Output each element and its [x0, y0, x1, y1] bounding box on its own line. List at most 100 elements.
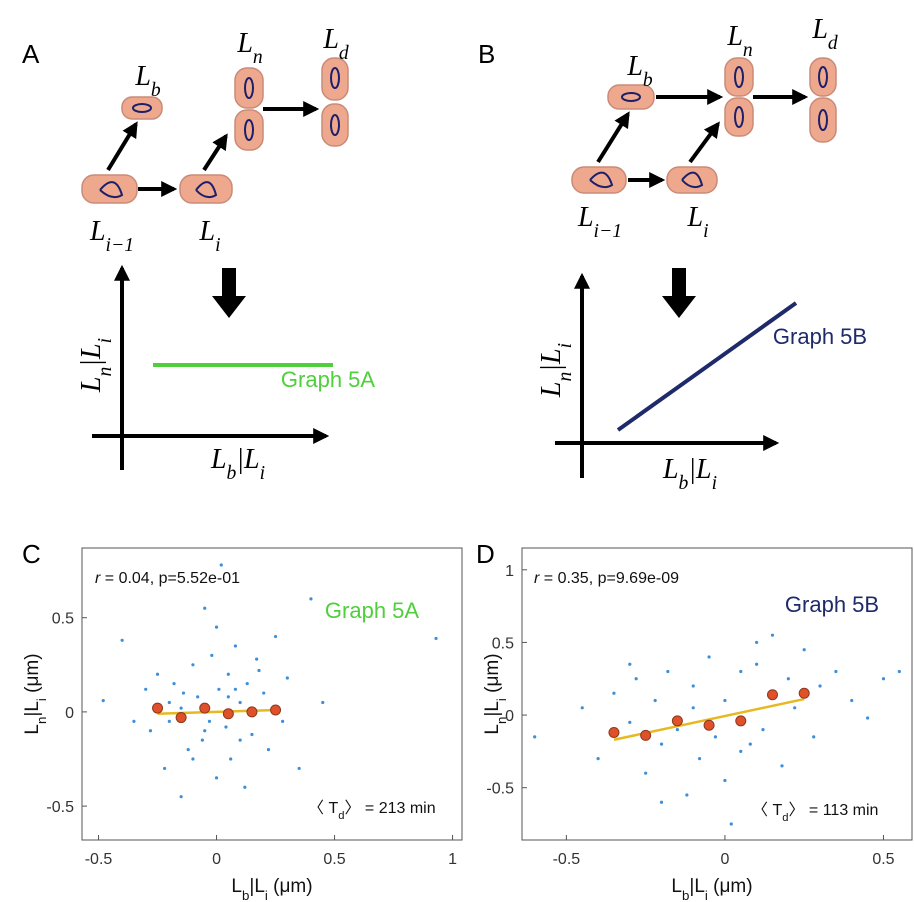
data-point: [729, 822, 733, 826]
data-point: [321, 700, 325, 705]
data-point: [224, 725, 228, 729]
axis-label-y: Ln|Li: [536, 343, 576, 398]
data-point: [226, 695, 230, 699]
label-li-1-part: L: [89, 216, 106, 247]
data-point: [226, 672, 230, 676]
stat-annotation: r = 0.04, p=5.52e-01: [95, 570, 240, 587]
x-axis-label-part: (μm): [708, 876, 753, 897]
label-ln: Ln: [236, 28, 262, 68]
label-li: Li: [686, 202, 708, 242]
axis-label-x-part: i: [712, 473, 717, 494]
data-point: [245, 682, 249, 686]
binned-mean: [152, 702, 164, 714]
data-point: [685, 793, 689, 797]
label-ln-part: L: [236, 28, 253, 59]
data-point: [850, 698, 854, 703]
y-tick-label: 0.5: [52, 611, 74, 628]
data-point: [148, 729, 153, 733]
label-ld-part: L: [322, 24, 339, 55]
data-point: [196, 695, 200, 699]
x-axis-label: Lb|Li (μm): [671, 876, 752, 902]
data-point: [207, 719, 212, 723]
binned-mean: [270, 704, 282, 716]
data-point: [723, 778, 727, 783]
axis-label-y-part: n: [95, 367, 116, 377]
data-point: [628, 662, 632, 666]
data-point: [761, 727, 765, 732]
data-point: [191, 663, 195, 667]
axis-label-x-part: L: [662, 454, 679, 485]
label-li: Li: [198, 216, 220, 256]
x-tick-label: 1: [448, 851, 457, 868]
label-li-part: i: [703, 221, 708, 242]
diagram-a: [81, 57, 349, 470]
stat-annotation-part: r: [534, 570, 540, 587]
panel-letter: B: [478, 39, 495, 69]
x-axis-label-part: L: [231, 876, 242, 897]
label-li-1-part: i−1: [106, 235, 134, 256]
binned-mean: [246, 706, 258, 718]
data-point: [780, 764, 784, 768]
data-point: [172, 682, 176, 686]
doubling-time: 〈 Td〉 = 113 min: [752, 802, 878, 824]
data-point: [739, 749, 743, 753]
binned-mean: [608, 726, 620, 738]
data-point: [132, 719, 136, 723]
y-axis-label-part: |L: [22, 701, 43, 717]
data-point: [250, 732, 254, 737]
data-point: [233, 644, 238, 648]
y-tick-label: 1: [505, 563, 514, 580]
data-point: [281, 719, 285, 723]
stat-annotation-part: = 0.35, p=9.69e-09: [539, 570, 679, 587]
label-li-1-part: L: [577, 202, 594, 233]
data-point: [238, 700, 242, 705]
label-lb-part: b: [643, 70, 653, 91]
data-point: [255, 657, 259, 661]
data-point: [786, 677, 790, 681]
stat-annotation-part: = 0.04, p=5.52e-01: [100, 570, 240, 587]
data-point: [233, 687, 238, 691]
data-point: [155, 672, 160, 676]
panel-letter: C: [22, 539, 41, 569]
y-axis-label-part: |L: [482, 701, 503, 717]
data-point: [596, 757, 600, 761]
doubling-time-part: d: [782, 812, 788, 824]
data-point: [634, 677, 638, 681]
data-point: [214, 625, 219, 629]
y-axis-label-part: (μm): [482, 653, 503, 698]
axis-label-y-part: i: [555, 343, 576, 348]
axis-label-x-part: b: [679, 473, 689, 494]
plot-box: [521, 547, 913, 841]
label-ld-part: d: [339, 43, 349, 64]
data-point: [101, 698, 105, 703]
data-point: [179, 706, 183, 710]
data-point: [167, 719, 171, 723]
data-point: [802, 648, 806, 652]
x-axis-label-part: |L: [249, 876, 265, 897]
data-point: [659, 800, 664, 804]
data-point: [834, 669, 838, 674]
data-point: [723, 698, 727, 703]
doubling-time-part: 〈 T: [752, 802, 782, 819]
data-point: [273, 634, 278, 639]
label-li-1-part: i−1: [594, 221, 622, 242]
doubling-time-part: 〈 T: [308, 800, 338, 817]
x-tick-label: -0.5: [553, 851, 581, 868]
graph-label: Graph 5A: [281, 367, 375, 392]
binned-mean: [798, 687, 810, 699]
x-tick-label: 0: [720, 851, 729, 868]
label-ln-part: n: [253, 47, 263, 68]
data-point: [238, 738, 242, 742]
x-axis-label: Lb|Li (μm): [231, 876, 312, 902]
data-point: [748, 742, 752, 746]
y-tick-label: -0.5: [486, 781, 514, 798]
data-point: [770, 633, 775, 637]
binned-mean: [703, 719, 715, 731]
plot-box: [81, 547, 463, 841]
doubling-time-part: d: [338, 810, 344, 822]
data-point: [675, 727, 679, 732]
label-ld-part: L: [811, 14, 828, 45]
y-axis-label-part: i: [494, 698, 509, 701]
x-tick-label: 0.5: [323, 851, 345, 868]
